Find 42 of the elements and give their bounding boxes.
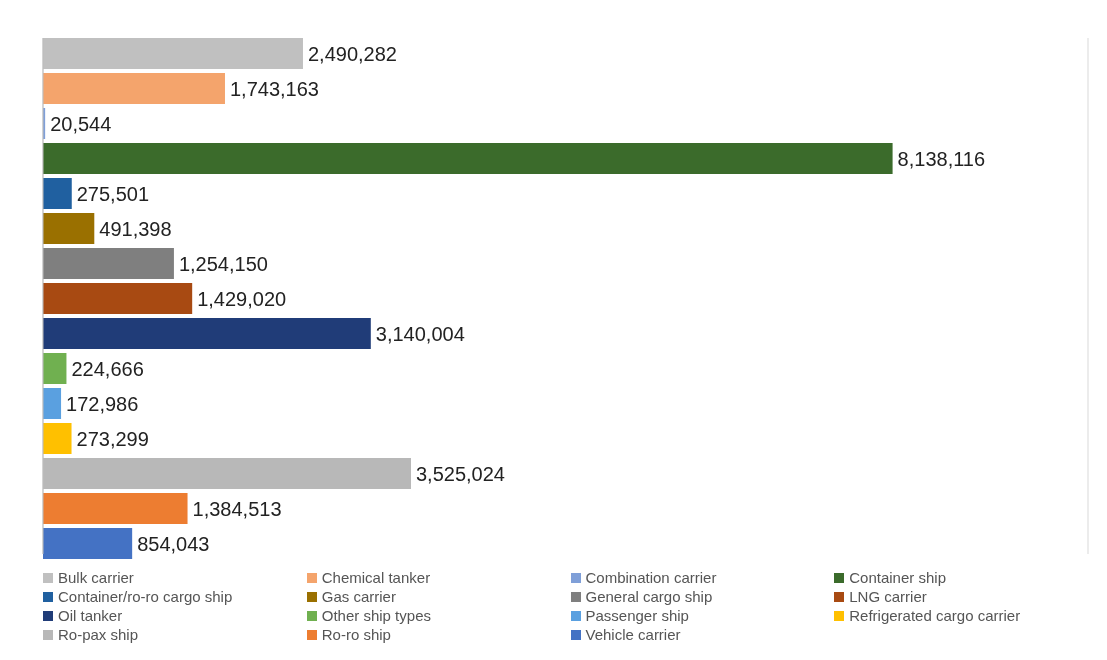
legend-label: Bulk carrier <box>58 569 134 586</box>
legend-label: Chemical tanker <box>321 569 431 586</box>
legend-label: Container ship <box>849 569 946 586</box>
data-label: 3,140,004 <box>375 322 465 345</box>
bar <box>43 73 225 104</box>
bar <box>43 213 95 244</box>
data-label: 3,525,024 <box>416 462 505 485</box>
bar <box>43 143 893 174</box>
data-label: 854,043 <box>137 532 210 555</box>
legend-label: General cargo ship <box>585 588 713 605</box>
data-label: 2,490,282 <box>307 42 397 65</box>
legend-label: Refrigerated cargo carrier <box>849 607 1021 624</box>
data-label: 172,986 <box>66 392 139 415</box>
legend-label: Oil tanker <box>58 607 123 624</box>
data-label: 1,429,020 <box>197 287 287 310</box>
legend-label: Other ship types <box>321 607 431 624</box>
bar <box>43 248 174 279</box>
legend-label: Ro-ro ship <box>321 626 391 643</box>
bar <box>43 493 188 524</box>
bar <box>43 388 62 419</box>
bar <box>43 423 72 454</box>
legend-label: Ro-pax ship <box>58 626 139 643</box>
data-label: 275,501 <box>76 182 150 205</box>
legend-label: Combination carrier <box>585 569 717 586</box>
data-label: 1,384,513 <box>192 497 282 520</box>
bar <box>43 528 133 559</box>
legend-label: LNG carrier <box>849 588 927 605</box>
data-label: 1,254,150 <box>178 252 268 275</box>
data-label: 1,743,163 <box>229 77 319 100</box>
legend-label: Passenger ship <box>585 607 689 624</box>
bar <box>43 178 72 209</box>
bar <box>43 318 371 349</box>
bar <box>43 283 193 314</box>
bar <box>43 353 67 384</box>
legend-label: Gas carrier <box>321 588 396 605</box>
legend-label: Container/ro-ro cargo ship <box>58 588 233 605</box>
legend-label: Vehicle carrier <box>585 626 681 643</box>
data-label: 20,544 <box>50 112 112 135</box>
data-label: 8,138,116 <box>897 147 986 170</box>
data-label: 224,666 <box>71 357 144 380</box>
data-label: 273,299 <box>76 427 149 450</box>
data-label: 491,398 <box>99 217 172 240</box>
